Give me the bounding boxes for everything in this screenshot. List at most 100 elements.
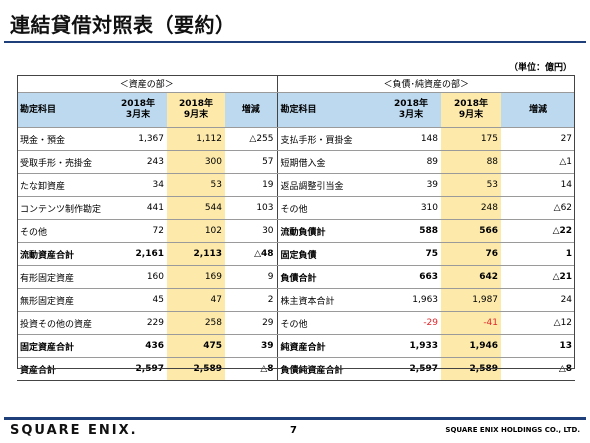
liability-value-2018-09-cell: 566 [441,219,502,243]
table-row: 投資その他の資産 229 258 29 その他 -29 -41 △12 [17,311,576,335]
column-header-row: 勘定科目 2018年 3月末 2018年 9月末 増減 勘定科目 2018年 3… [17,92,576,128]
page-title: 連結貸借対照表（要約） [10,13,236,37]
liability-value-2018-09-cell: 88 [441,150,502,174]
asset-value-2018-03-cell: 2,597 [109,357,167,381]
asset-change-cell: △255 [225,127,278,151]
liability-change-cell: 13 [501,334,576,358]
asset-value-2018-09-cell: 53 [167,173,225,197]
liabilities-account-header: 勘定科目 [277,92,382,128]
table-body: 現金・預金 1,367 1,112 △255 支払手形・買掛金 148 175 27 受取手形・… [17,127,576,381]
asset-value-2018-09-cell: 1,112 [167,127,225,151]
liability-value-2018-09-cell: -41 [441,311,502,335]
liability-value-2018-03-cell: 588 [381,219,442,243]
liability-value-2018-03-cell: 1,963 [381,288,442,312]
liability-name-cell: 負債合計 [277,265,382,289]
asset-value-2018-03-cell: 72 [109,219,167,243]
asset-value-2018-09-cell: 102 [167,219,225,243]
liability-value-2018-09-cell: 53 [441,173,502,197]
asset-value-2018-09-cell: 258 [167,311,225,335]
liability-name-cell: 固定負債 [277,242,382,266]
asset-name-cell: たな卸資産 [17,173,109,197]
asset-name-cell: 流動資産合計 [17,242,109,266]
asset-name-cell: 固定資産合計 [17,334,109,358]
liability-value-2018-03-cell: 89 [381,150,442,174]
balance-sheet-table: ＜資産の部＞ ＜負債･純資産の部＞ 勘定科目 2018年 3月末 2018年 9… [17,75,576,381]
liability-name-cell: 負債純資産合計 [277,357,382,381]
table-row: コンテンツ制作勘定 441 544 103 その他 310 248 △62 [17,196,576,220]
table-row: たな卸資産 34 53 19 返品調整引当金 39 53 14 [17,173,576,197]
asset-change-cell: △48 [225,242,278,266]
assets-col2-header: 2018年 9月末 [167,92,225,128]
asset-change-cell: 2 [225,288,278,312]
liability-value-2018-09-cell: 1,987 [441,288,502,312]
liability-change-cell: △12 [501,311,576,335]
liability-change-cell: △21 [501,265,576,289]
liability-value-2018-09-cell: 2,589 [441,357,502,381]
liability-value-2018-03-cell: 148 [381,127,442,151]
asset-value-2018-03-cell: 1,367 [109,127,167,151]
liability-value-2018-03-cell: 310 [381,196,442,220]
liability-name-cell: 短期借入金 [277,150,382,174]
liabilities-col2-header: 2018年 9月末 [441,92,502,128]
asset-value-2018-09-cell: 300 [167,150,225,174]
asset-value-2018-09-cell: 544 [167,196,225,220]
liability-name-cell: 純資産合計 [277,334,382,358]
liabilities-col1-header: 2018年 3月末 [381,92,442,128]
asset-value-2018-03-cell: 45 [109,288,167,312]
liabilities-change-header: 増減 [501,92,576,128]
section-header-row: ＜資産の部＞ ＜負債･純資産の部＞ [17,75,576,93]
asset-change-cell: △8 [225,357,278,381]
assets-col1-header: 2018年 3月末 [109,92,167,128]
table-row: 無形固定資産 45 47 2 株主資本合計 1,963 1,987 24 [17,288,576,312]
asset-name-cell: 資産合計 [17,357,109,381]
table-row: 有形固定資産 160 169 9 負債合計 663 642 △21 [17,265,576,289]
asset-name-cell: 投資その他の資産 [17,311,109,335]
liability-value-2018-03-cell: 2,597 [381,357,442,381]
liability-change-cell: △8 [501,357,576,381]
liabilities-section-title: ＜負債･純資産の部＞ [277,75,576,93]
liability-change-cell: △1 [501,150,576,174]
company-name: SQUARE ENIX HOLDINGS CO., LTD. [445,426,580,434]
table-row: 現金・預金 1,367 1,112 △255 支払手形・買掛金 148 175 27 [17,127,576,151]
asset-value-2018-09-cell: 169 [167,265,225,289]
liability-value-2018-09-cell: 642 [441,265,502,289]
unit-label: （単位：億円） [508,63,572,73]
asset-value-2018-03-cell: 34 [109,173,167,197]
liability-change-cell: △22 [501,219,576,243]
table-row: 固定資産合計 436 475 39 純資産合計 1,933 1,946 13 [17,334,576,358]
asset-value-2018-09-cell: 2,589 [167,357,225,381]
liability-value-2018-03-cell: 663 [381,265,442,289]
page-number: 7 [290,425,297,436]
liability-value-2018-03-cell: -29 [381,311,442,335]
assets-change-header: 増減 [225,92,278,128]
liability-change-cell: △62 [501,196,576,220]
assets-account-header: 勘定科目 [17,92,109,128]
asset-change-cell: 57 [225,150,278,174]
asset-value-2018-09-cell: 475 [167,334,225,358]
liability-name-cell: その他 [277,196,382,220]
liability-value-2018-09-cell: 1,946 [441,334,502,358]
asset-name-cell: その他 [17,219,109,243]
liability-change-cell: 1 [501,242,576,266]
asset-value-2018-03-cell: 2,161 [109,242,167,266]
liability-value-2018-03-cell: 39 [381,173,442,197]
asset-value-2018-03-cell: 243 [109,150,167,174]
liability-name-cell: 返品調整引当金 [277,173,382,197]
assets-section-title: ＜資産の部＞ [17,75,278,93]
asset-change-cell: 103 [225,196,278,220]
liability-name-cell: 支払手形・買掛金 [277,127,382,151]
liability-name-cell: その他 [277,311,382,335]
asset-name-cell: 有形固定資産 [17,265,109,289]
liability-change-cell: 27 [501,127,576,151]
asset-value-2018-03-cell: 229 [109,311,167,335]
asset-value-2018-03-cell: 436 [109,334,167,358]
asset-value-2018-09-cell: 47 [167,288,225,312]
liability-value-2018-09-cell: 175 [441,127,502,151]
liability-name-cell: 流動負債計 [277,219,382,243]
asset-name-cell: 現金・預金 [17,127,109,151]
asset-name-cell: 無形固定資産 [17,288,109,312]
liability-value-2018-09-cell: 248 [441,196,502,220]
asset-name-cell: コンテンツ制作勘定 [17,196,109,220]
asset-change-cell: 39 [225,334,278,358]
liability-value-2018-09-cell: 76 [441,242,502,266]
